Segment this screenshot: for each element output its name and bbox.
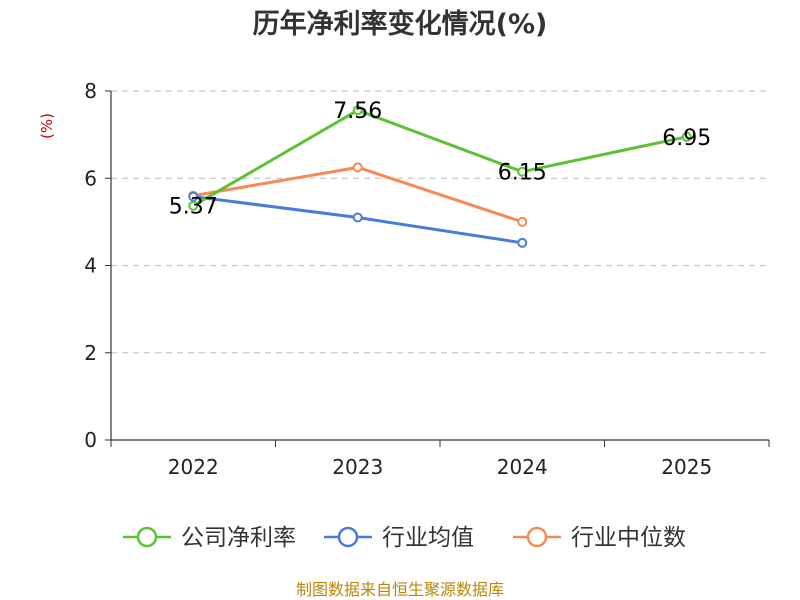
legend-item[interactable]: 公司净利率 (123, 525, 296, 551)
data-point (517, 166, 528, 177)
legend[interactable]: 公司净利率 行业均值 行业中位数 (123, 525, 686, 551)
legend-marker (526, 526, 548, 548)
legend-item[interactable]: 行业均值 (324, 525, 474, 551)
x-tick-label: 2023 (332, 455, 383, 479)
source-note: 制图数据来自恒生聚源数据库 (296, 580, 504, 599)
data-point (352, 105, 363, 116)
data-labels: 5.37 7.56 6.15 6.95 (169, 99, 711, 220)
series-line (192, 108, 688, 208)
y-axis-unit: (%) (38, 113, 56, 139)
data-point (517, 216, 528, 227)
x-tick-label: 2024 (497, 455, 548, 479)
legend-label: 公司净利率 (181, 525, 296, 551)
data-label: 6.95 (662, 126, 711, 151)
legend-marker (337, 526, 359, 548)
data-label: 7.56 (333, 99, 382, 124)
y-tick-label: 4 (84, 254, 97, 278)
data-point (188, 191, 199, 202)
data-point (517, 237, 528, 248)
y-tick-label: 2 (84, 341, 97, 365)
series-group (188, 105, 692, 248)
y-tick-label: 0 (84, 428, 97, 452)
legend-marker (136, 526, 158, 548)
y-tick-label: 6 (84, 166, 97, 190)
data-point (681, 131, 692, 142)
x-tick-label: 2025 (661, 455, 712, 479)
data-point (188, 200, 199, 211)
legend-item[interactable]: 行业中位数 (513, 525, 686, 551)
legend-label: 行业均值 (382, 525, 474, 551)
x-ticks: 2022 2023 2024 2025 (110, 440, 770, 479)
data-label: 5.37 (169, 195, 218, 220)
legend-label: 行业中位数 (571, 525, 686, 551)
chart-title: 历年净利率变化情况(%) (253, 8, 548, 40)
x-tick-label: 2022 (168, 455, 219, 479)
data-label: 6.15 (498, 161, 547, 186)
data-point (352, 162, 363, 173)
data-point (352, 212, 363, 223)
y-tick-label: 8 (84, 79, 97, 103)
y-ticks: 0 2 4 6 8 (84, 79, 111, 452)
